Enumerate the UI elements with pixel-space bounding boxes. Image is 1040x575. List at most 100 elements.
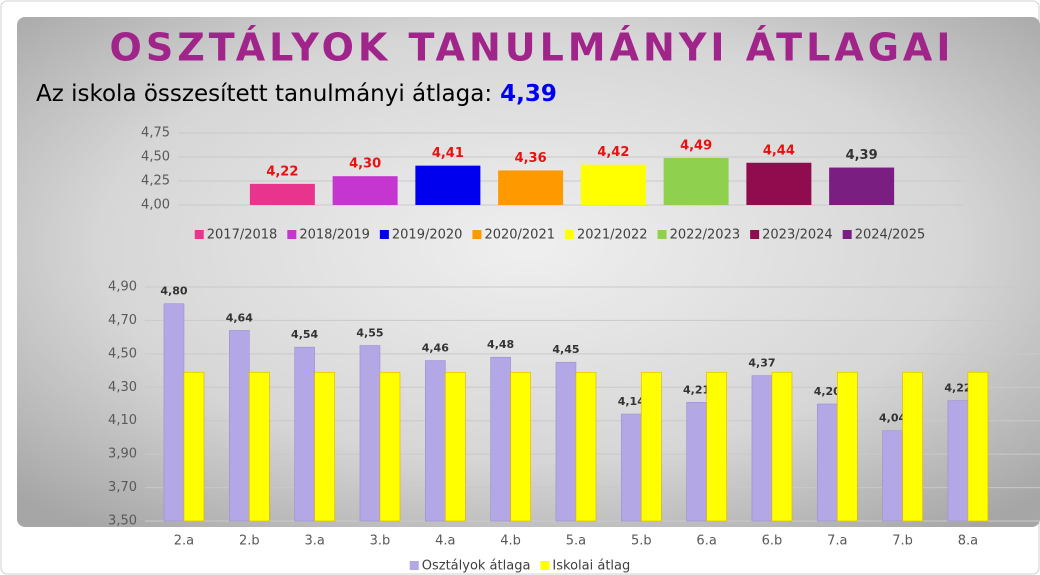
bar: [248, 371, 270, 522]
bar: [379, 371, 401, 522]
data-label: 4,22: [944, 382, 971, 395]
y-tick-label: 4,25: [141, 174, 170, 189]
bar: [580, 164, 646, 205]
data-label: 4,80: [160, 285, 187, 298]
data-label: 4,14: [618, 395, 645, 408]
bar: [249, 183, 315, 205]
bar: [490, 356, 511, 522]
bar: [228, 330, 250, 522]
legend-label: Iskolai átlag: [552, 559, 630, 574]
y-tick-label: 4,90: [108, 280, 137, 295]
bar: [816, 403, 838, 522]
y-tick-label: 4,00: [141, 198, 170, 213]
x-tick-label: 3.a: [304, 534, 324, 549]
bar: [415, 165, 481, 205]
legend-label: 2024/2025: [855, 228, 926, 243]
y-tick-label: 3,90: [108, 447, 137, 462]
bar: [183, 371, 205, 522]
data-label: 4,22: [266, 164, 298, 179]
legend-label: Osztályok átlaga: [422, 559, 531, 574]
bar: [706, 371, 727, 522]
y-tick-label: 4,30: [108, 380, 137, 395]
legend-swatch: [657, 230, 667, 239]
x-tick-label: 4.b: [500, 534, 521, 549]
subtitle-value: 4,39: [500, 81, 557, 107]
legend-label: 2022/2023: [670, 228, 741, 243]
bar: [332, 176, 398, 205]
x-tick-label: 7.a: [827, 534, 847, 549]
bar: [620, 413, 642, 522]
data-label: 4,44: [763, 143, 795, 158]
legend-swatch: [750, 230, 760, 239]
data-label: 4,64: [226, 311, 253, 324]
data-label: 4,04: [879, 412, 906, 425]
x-tick-label: 2.a: [174, 534, 194, 549]
y-tick-label: 3,70: [108, 480, 137, 495]
bar: [829, 167, 895, 205]
data-label: 4,48: [487, 338, 514, 351]
x-tick-label: 4.a: [435, 534, 455, 549]
subtitle-label: Az iskola összesített tanulmányi átlaga:: [36, 81, 492, 107]
y-tick-label: 3,50: [108, 514, 137, 529]
bar: [444, 371, 466, 522]
data-label: 4,41: [432, 146, 464, 161]
legend-label: 2019/2020: [392, 228, 463, 243]
data-label: 4,21: [683, 383, 710, 396]
legend-label: 2023/2024: [762, 228, 833, 243]
x-tick-label: 5.a: [566, 534, 586, 549]
legend: Osztályok átlaga Iskolai átlag: [409, 559, 630, 574]
legend-swatch: [194, 230, 204, 239]
bar: [967, 371, 989, 522]
legend: 2017/2018 2018/2019 2019/2020 2020/2021 2021…: [194, 228, 926, 243]
title: OSZTÁLYOK TANULMÁNYI ÁTLAGAI: [110, 26, 955, 70]
bar: [498, 170, 564, 205]
y-tick-label: 4,50: [108, 346, 137, 361]
legend-swatch: [842, 230, 852, 239]
bar: [902, 371, 923, 522]
bar: [359, 345, 381, 522]
x-tick-label: 5.b: [631, 534, 652, 549]
legend-label: 2020/2021: [484, 228, 555, 243]
data-label: 4,55: [356, 327, 383, 340]
bar: [640, 371, 662, 522]
y-tick-label: 4,10: [108, 413, 137, 428]
legend-label: 2018/2019: [299, 228, 370, 243]
x-tick-label: 6.a: [696, 534, 716, 549]
data-label: 4,36: [515, 151, 547, 166]
y-tick-label: 4,50: [141, 150, 170, 165]
data-label: 4,37: [748, 357, 775, 370]
x-tick-label: 3.b: [370, 534, 391, 549]
bar: [575, 371, 597, 522]
legend-swatch: [472, 230, 482, 239]
x-tick-label: 2.b: [239, 534, 260, 549]
bar: [424, 360, 446, 522]
bar: [294, 346, 315, 522]
y-tick-label: 4,75: [141, 126, 170, 141]
legend-swatch: [565, 230, 574, 239]
legend-label: 2021/2022: [577, 228, 648, 243]
data-label: 4,39: [846, 148, 878, 163]
subtitle: Az iskola összesített tanulmányi átlaga:…: [36, 81, 557, 107]
bar: [882, 430, 903, 522]
x-tick-label: 6.b: [762, 534, 783, 549]
bar: [771, 371, 793, 522]
bar: [314, 371, 335, 522]
legend-swatch: [409, 561, 419, 570]
bar: [663, 157, 729, 205]
bar: [836, 371, 858, 522]
data-label: 4,42: [597, 145, 629, 160]
bar: [163, 303, 185, 522]
bar: [555, 361, 577, 522]
bar: [751, 375, 773, 522]
legend-swatch: [379, 230, 389, 239]
legend-swatch: [287, 230, 297, 239]
data-label: 4,49: [680, 138, 712, 153]
data-label: 4,46: [422, 342, 449, 355]
y-tick-label: 4,70: [108, 313, 137, 328]
x-tick-label: 8.a: [958, 534, 978, 549]
bar: [686, 402, 707, 522]
x-tick-label: 7.b: [892, 534, 913, 549]
legend-swatch: [540, 561, 550, 570]
data-label: 4,30: [349, 157, 381, 172]
